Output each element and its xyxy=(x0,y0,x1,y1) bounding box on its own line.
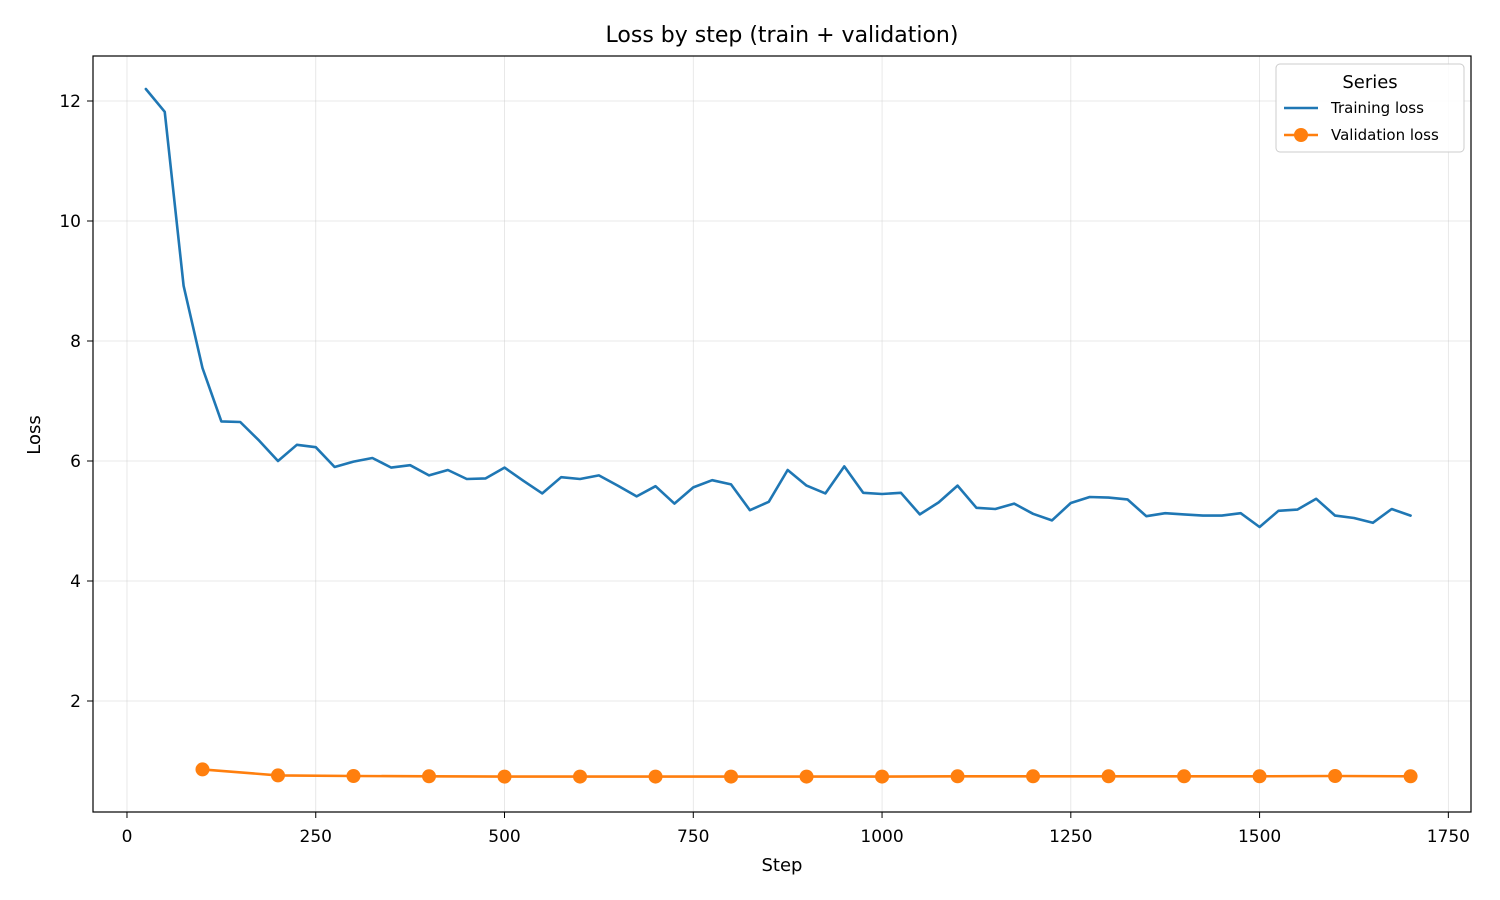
legend-label-validation-loss: Validation loss xyxy=(1331,126,1439,144)
y-tick-label-4: 4 xyxy=(70,572,81,592)
y-axis-label: Loss xyxy=(24,415,45,454)
y-tick-label-12: 12 xyxy=(59,92,81,112)
x-tick-label-1750: 1750 xyxy=(1427,827,1470,847)
legend-marker-validation-loss xyxy=(1294,128,1308,142)
validation-loss-point-1300 xyxy=(1101,769,1116,784)
legend: Series Training loss Validation loss xyxy=(1275,63,1465,153)
validation-loss-point-200 xyxy=(270,768,285,783)
validation-loss-point-300 xyxy=(346,769,361,783)
x-tick-label-750: 750 xyxy=(677,827,709,847)
legend-label-training-loss: Training loss xyxy=(1330,99,1424,117)
validation-loss-point-1000 xyxy=(875,769,890,784)
legend-entries: Training loss Validation loss xyxy=(1284,99,1439,144)
legend-title: Series xyxy=(1342,72,1397,93)
y-tick-label-2: 2 xyxy=(70,692,81,712)
x-tick-label-250: 250 xyxy=(300,827,332,847)
x-tick-label-0: 0 xyxy=(122,827,133,847)
validation-loss-point-1600 xyxy=(1328,769,1343,783)
legend-box xyxy=(1275,63,1465,153)
validation-loss-point-1400 xyxy=(1177,769,1192,784)
validation-loss-point-400 xyxy=(422,769,437,784)
validation-loss-point-500 xyxy=(497,769,512,784)
validation-loss-point-1200 xyxy=(1026,769,1041,784)
validation-loss-point-1100 xyxy=(950,769,965,784)
y-tick-label-6: 6 xyxy=(70,452,81,472)
validation-loss-point-800 xyxy=(724,769,739,784)
chart-title: Loss by step (train + validation) xyxy=(606,23,959,48)
plot-frame xyxy=(92,55,1472,813)
training-loss-line xyxy=(144,87,1412,529)
validation-loss-point-900 xyxy=(799,769,814,784)
grid-layer xyxy=(93,56,1471,812)
validation-loss-point-700 xyxy=(648,769,663,784)
x-tick-label-500: 500 xyxy=(488,827,520,847)
series-layer xyxy=(144,87,1418,784)
validation-loss-point-1700 xyxy=(1403,769,1418,784)
x-axis-label: Step xyxy=(762,855,803,876)
validation-loss-point-1500 xyxy=(1252,769,1267,784)
x-tick-label-1500: 1500 xyxy=(1238,827,1281,847)
y-axis: 2 4 6 8 10 12 xyxy=(59,92,93,712)
y-tick-label-10: 10 xyxy=(59,212,81,232)
x-axis: 0 250 500 750 1000 1250 1500 1750 xyxy=(122,812,1470,847)
x-tick-label-1000: 1000 xyxy=(860,827,903,847)
y-tick-label-8: 8 xyxy=(70,332,81,352)
x-tick-label-1250: 1250 xyxy=(1049,827,1092,847)
validation-loss-point-600 xyxy=(573,769,588,784)
validation-loss-point-100 xyxy=(195,762,210,777)
